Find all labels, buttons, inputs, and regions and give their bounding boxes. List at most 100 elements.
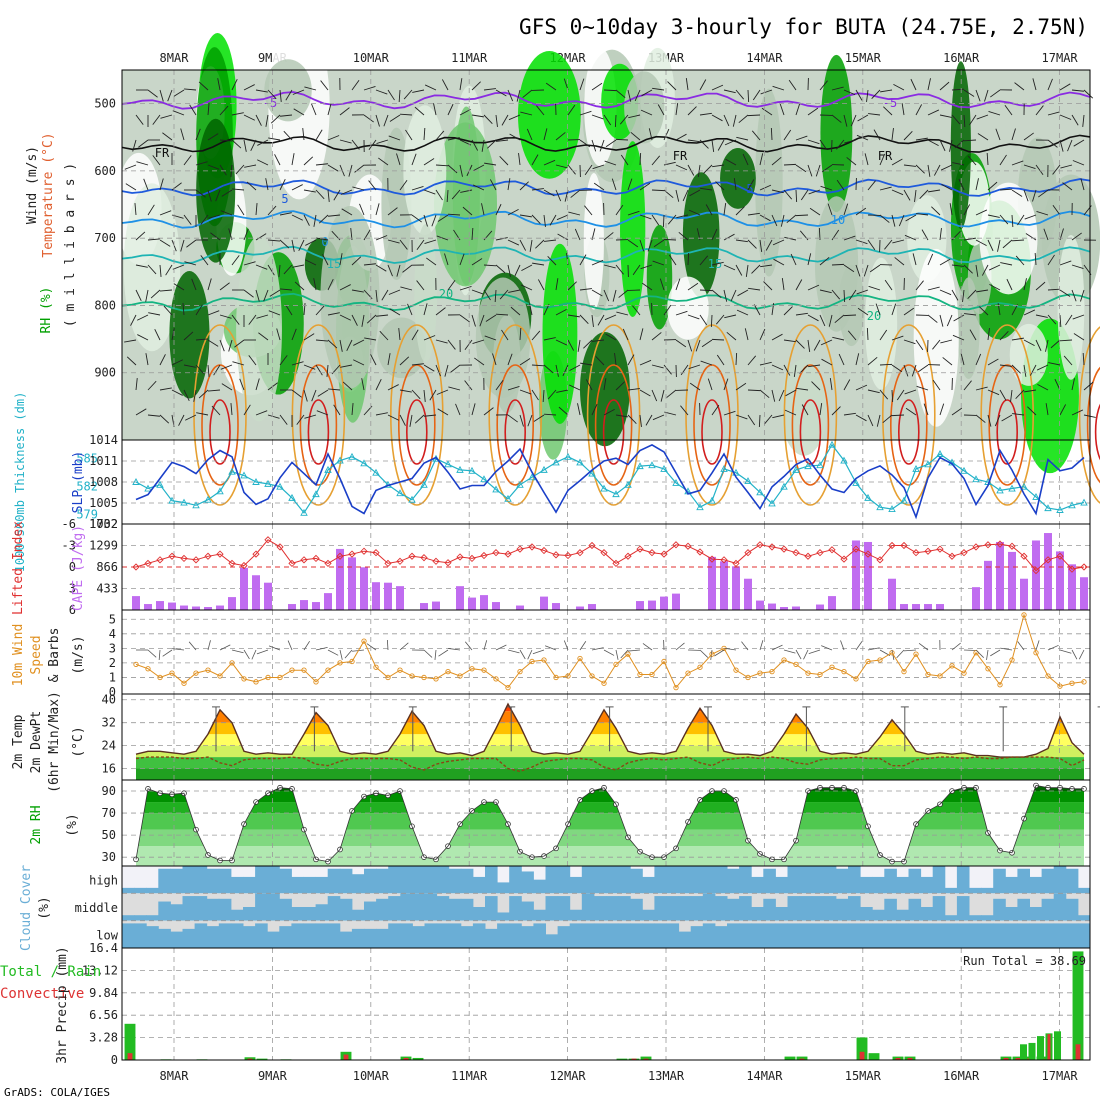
cloud-bar	[593, 866, 607, 894]
wind-barb-10m	[951, 642, 961, 651]
wind-barb	[652, 414, 665, 421]
wind-barb-10m	[527, 649, 533, 660]
wind-barb	[387, 414, 399, 421]
wind-barb	[867, 414, 874, 427]
wind-barb	[1024, 214, 1037, 220]
wind-barb	[759, 214, 771, 222]
wind-barb	[198, 81, 209, 91]
cloud-bar	[279, 926, 292, 948]
li-point	[684, 542, 692, 550]
wind-barb	[687, 106, 697, 116]
wind-barb	[1010, 389, 1013, 402]
wind-barb	[207, 364, 210, 377]
wind-barb	[591, 314, 594, 327]
wind-barb	[662, 214, 665, 228]
precip-tick: 3.28	[89, 1031, 118, 1045]
wind-barb	[375, 289, 378, 302]
wind-barb	[984, 89, 989, 102]
wind-barb	[876, 414, 881, 427]
wind-barb-10m	[507, 649, 520, 654]
wind-speed-point	[1009, 657, 1015, 663]
wind-barb	[447, 213, 461, 216]
wind-barb	[891, 303, 897, 316]
wind-barb	[396, 153, 401, 166]
dewpoint-line	[135, 756, 1085, 773]
wind-barb	[732, 114, 737, 127]
cloud-bar	[376, 928, 389, 948]
cloud-bar	[787, 896, 801, 921]
wind-barb	[619, 114, 629, 125]
isotherm-30	[791, 364, 830, 486]
wind-barb	[987, 214, 1000, 218]
wind-barb	[533, 414, 545, 422]
wind-barb	[1017, 214, 1025, 226]
li-point	[384, 559, 392, 568]
wind-barb	[579, 139, 591, 148]
wind-barb-10m	[544, 645, 557, 651]
wind-barb	[891, 389, 894, 403]
wind-barb	[735, 239, 748, 243]
date-label-bottom: 12MAR	[550, 1069, 587, 1083]
rh-shading	[720, 148, 756, 209]
wind-barb	[399, 239, 408, 250]
wind-barb	[795, 103, 801, 116]
wind-barb	[939, 114, 952, 118]
wind-barb	[508, 114, 521, 121]
cloud-bar	[1053, 923, 1067, 948]
wind-barb	[605, 139, 617, 148]
wind-barb	[819, 289, 832, 294]
wind-barb	[426, 257, 437, 266]
wind-barb	[437, 214, 449, 222]
date-label-bottom: 8MAR	[160, 1069, 190, 1083]
wind-barb	[322, 254, 329, 266]
wind-barb	[763, 414, 773, 425]
wind-barb	[843, 203, 849, 216]
wind-barb	[507, 208, 519, 216]
thickness-point	[744, 477, 752, 485]
cloud-bar	[255, 923, 268, 948]
thickness-axis-label: 1000~500mb Thickness (dm)	[13, 392, 27, 573]
cloud-bar	[823, 923, 837, 948]
wind-barb	[699, 79, 707, 91]
wind-barb	[191, 278, 197, 291]
wind-barb	[471, 289, 484, 295]
cloud-bar	[497, 923, 510, 948]
wind-barb	[231, 79, 238, 91]
wind-barb	[313, 214, 317, 227]
wind-barb	[173, 89, 185, 97]
slp-axis-label: SLP (mb)	[71, 451, 86, 514]
wind-barb	[368, 139, 377, 150]
wind-barb	[975, 414, 986, 423]
wind-barb	[747, 212, 760, 216]
wind-speed-point	[601, 680, 607, 686]
wind-barb	[363, 263, 376, 266]
wind-barb	[495, 237, 508, 241]
wind-barb	[479, 314, 485, 327]
wind-barb	[555, 308, 567, 316]
wind-barb	[994, 414, 1001, 427]
wind-barb	[243, 114, 255, 121]
wind-barb	[138, 139, 149, 148]
rh-tick: 90	[102, 784, 116, 798]
wind-barb	[147, 238, 160, 241]
wind-barb	[536, 105, 545, 116]
wind-barb	[136, 161, 149, 166]
wind-barb	[159, 387, 172, 391]
precip-conv-bar	[127, 1053, 133, 1060]
cloud-bar	[727, 923, 740, 948]
wind-barb	[1052, 164, 1061, 175]
cape-bar	[1044, 533, 1052, 610]
cloud-bar	[569, 909, 583, 921]
wind-barb	[771, 189, 784, 194]
wind-barb	[291, 389, 302, 398]
cloud-bar	[654, 923, 667, 948]
cloud-bar	[364, 928, 377, 948]
wind-barb-10m	[532, 649, 545, 655]
wind-barb	[235, 164, 245, 175]
wind-barb	[435, 189, 443, 201]
cloud-bar	[981, 923, 994, 948]
credit-label: GrADS: COLA/IGES	[4, 1086, 110, 1099]
wind-barb	[780, 214, 785, 227]
wind-barb	[501, 114, 509, 126]
li-tick: 3	[69, 582, 76, 596]
